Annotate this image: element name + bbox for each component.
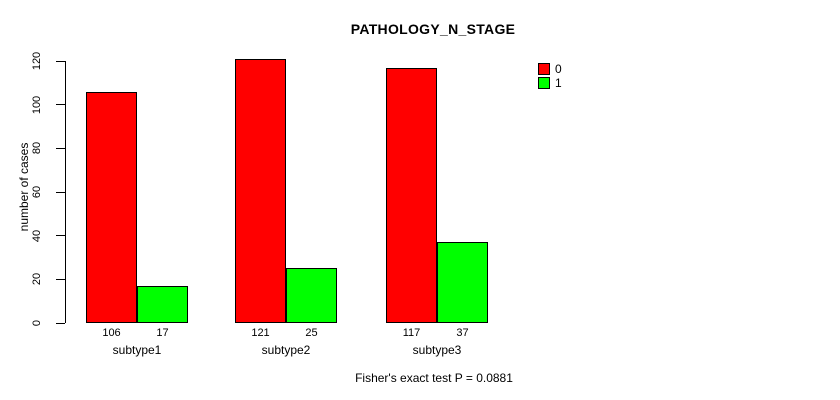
- y-axis-tick: [56, 191, 65, 193]
- y-axis-tick-label: 60: [31, 185, 43, 199]
- y-axis-tick: [56, 104, 65, 106]
- bar-subtype3-series-0: [386, 67, 437, 323]
- legend-item-0: 0: [538, 62, 562, 75]
- bar-subtype1-series-0: [86, 91, 137, 323]
- y-axis-tick-label: 120: [31, 51, 43, 71]
- y-axis-tick-label: 0: [31, 319, 43, 327]
- bar-subtype1-series-1: [137, 285, 188, 323]
- bar-subtype2-series-0: [235, 58, 286, 323]
- bar-value-label: 37: [456, 327, 469, 339]
- legend-label-1: 1: [555, 75, 562, 90]
- bar-value-label: 117: [402, 327, 421, 339]
- y-axis-line: [65, 61, 66, 323]
- category-label-subtype3: subtype3: [412, 343, 462, 357]
- bar-value-label: 106: [102, 327, 121, 339]
- y-axis-label: number of cases: [17, 142, 31, 232]
- y-axis-tick-label: 100: [31, 95, 43, 114]
- y-axis-tick: [56, 147, 65, 149]
- bar-value-label: 25: [305, 327, 318, 339]
- legend-label-0: 0: [555, 61, 562, 76]
- bar-value-label: 121: [251, 327, 270, 339]
- category-label-subtype1: subtype1: [112, 343, 162, 357]
- caption: Fisher's exact test P = 0.0881: [355, 371, 513, 385]
- chart-title: PATHOLOGY_N_STAGE: [350, 21, 516, 37]
- bar-value-label: 17: [156, 327, 169, 339]
- legend-swatch-0: [538, 62, 550, 75]
- y-axis-tick: [56, 60, 65, 62]
- y-axis-tick-label: 80: [31, 142, 43, 155]
- category-label-subtype2: subtype2: [261, 343, 311, 357]
- legend-swatch-1: [538, 76, 550, 89]
- y-axis-tick: [56, 235, 65, 237]
- y-axis-tick: [56, 278, 65, 280]
- legend-item-1: 1: [538, 76, 562, 89]
- y-axis-tick-label: 40: [31, 229, 43, 242]
- y-axis-tick-label: 20: [31, 273, 43, 286]
- bar-subtype3-series-1: [437, 242, 488, 323]
- bar-subtype2-series-1: [286, 268, 337, 323]
- y-axis-tick: [56, 322, 65, 324]
